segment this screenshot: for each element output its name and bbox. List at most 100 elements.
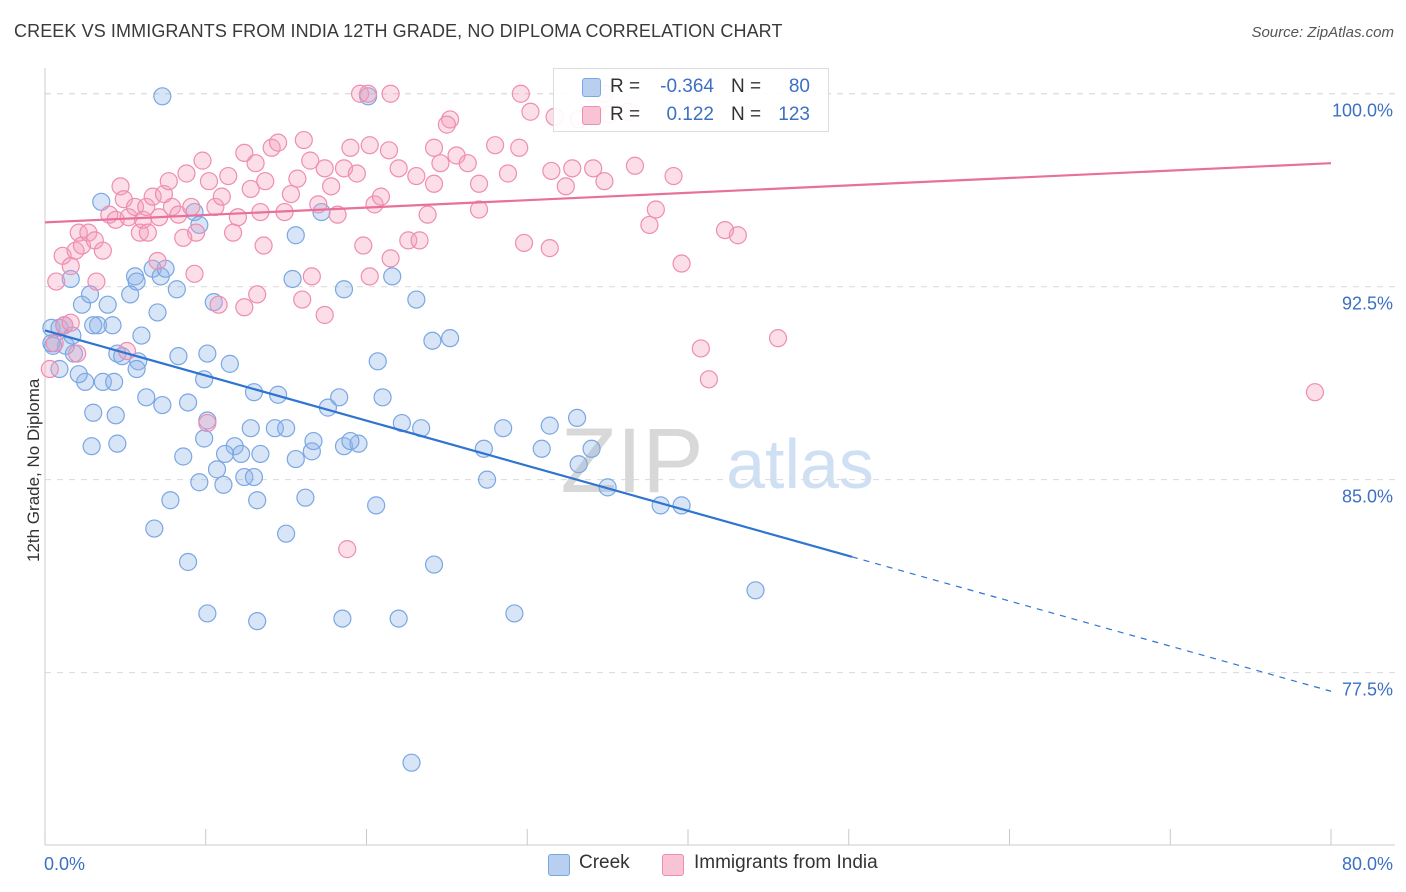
creek-trend-extension [851, 556, 1332, 692]
creek-point [373, 388, 392, 407]
creek-point [407, 290, 426, 309]
creek-point [424, 555, 444, 574]
india-point [219, 166, 238, 186]
india-point [87, 272, 106, 291]
india-point [360, 267, 379, 286]
r-value: -0.364 [660, 76, 714, 97]
creek-point [440, 329, 460, 348]
india-point [193, 151, 212, 170]
creek-point [178, 393, 198, 412]
india-point [322, 177, 341, 196]
creek-point [153, 87, 172, 106]
india-point [407, 166, 426, 186]
creek-point [423, 331, 442, 350]
creek-point [383, 267, 402, 286]
india-point [315, 159, 334, 178]
india-point [389, 159, 408, 178]
creek-point [532, 439, 551, 458]
creek-point [304, 431, 323, 451]
india-swatch-icon [582, 106, 601, 125]
creek-point [195, 370, 214, 389]
india-point [315, 305, 334, 325]
chart-title: CREEK VS IMMIGRANTS FROM INDIA 12TH GRAD… [14, 21, 783, 41]
creek-point [132, 326, 151, 345]
creek-point [540, 416, 559, 435]
creek-point [98, 295, 117, 314]
creek-point [505, 604, 524, 623]
india-point [182, 197, 201, 217]
india-point [268, 133, 288, 152]
india-point [381, 84, 400, 103]
n-label: N = [731, 76, 762, 97]
creek-point [746, 581, 765, 600]
creek-point [402, 753, 421, 772]
india-point [563, 159, 582, 178]
india-point [584, 159, 603, 178]
india-point [458, 154, 477, 173]
y-tick-label: 92.5% [1342, 294, 1393, 314]
trend-lines [44, 162, 1332, 692]
creek-legend-icon [548, 854, 570, 876]
india-point [159, 172, 178, 191]
creek-point [286, 449, 305, 469]
india-point [360, 136, 379, 155]
india-point [61, 257, 80, 276]
india-point [469, 174, 489, 193]
creek-point [277, 524, 296, 543]
r-label: R = [610, 104, 641, 125]
creek-point [84, 316, 103, 335]
creek-point [174, 447, 193, 466]
india-point [379, 141, 399, 160]
india-trend-line [44, 162, 1332, 224]
india-point [410, 231, 429, 250]
creek-point [220, 354, 239, 373]
creek-point [283, 269, 302, 289]
axes [44, 68, 1395, 846]
creek-point [477, 470, 497, 489]
creek-point [241, 419, 260, 438]
india-point [354, 236, 373, 255]
creek-point [296, 488, 315, 507]
creek-point [61, 269, 80, 289]
y-tick-label: 77.5% [1342, 680, 1393, 700]
india-point [328, 205, 347, 224]
x-tick-label: 80.0% [1342, 854, 1393, 874]
creek-point [204, 293, 223, 312]
india-point [61, 313, 80, 332]
stats-row-creek: R = -0.364 N = 80 [554, 74, 828, 100]
india-point [209, 295, 228, 314]
y-tick-label: 100.0% [1332, 101, 1393, 121]
india-point [288, 169, 307, 188]
creek-point [232, 444, 251, 464]
india-point [469, 200, 489, 219]
tick-labels: 77.5% 85.0% 92.5% 100.0% 0.0% 80.0% [44, 101, 1393, 874]
india-point [302, 267, 321, 286]
creek-point [108, 434, 127, 453]
india-point [699, 370, 718, 389]
creek-point [127, 272, 146, 291]
india-point [640, 215, 659, 235]
india-point [664, 166, 683, 186]
india-point [212, 187, 231, 206]
india-point [418, 205, 437, 224]
r-value: 0.122 [666, 104, 714, 125]
legend-label-creek: Creek [579, 852, 630, 873]
india-point [199, 172, 219, 191]
n-label: N = [731, 104, 762, 125]
creek-point [88, 316, 108, 335]
creek-point [333, 609, 352, 628]
india-point [511, 84, 530, 103]
series-legend: Creek Immigrants from India [0, 852, 1406, 878]
india-point [440, 110, 460, 129]
creek-point [167, 280, 186, 299]
y-tick-label: 85.0% [1342, 487, 1393, 507]
creek-point [161, 491, 180, 510]
watermark: ZIP atlas [560, 410, 874, 512]
creek-point [69, 365, 88, 384]
india-point [47, 272, 66, 291]
india-point [177, 164, 196, 183]
r-label: R = [610, 76, 641, 97]
india-point [486, 136, 505, 155]
india-point [45, 334, 64, 353]
